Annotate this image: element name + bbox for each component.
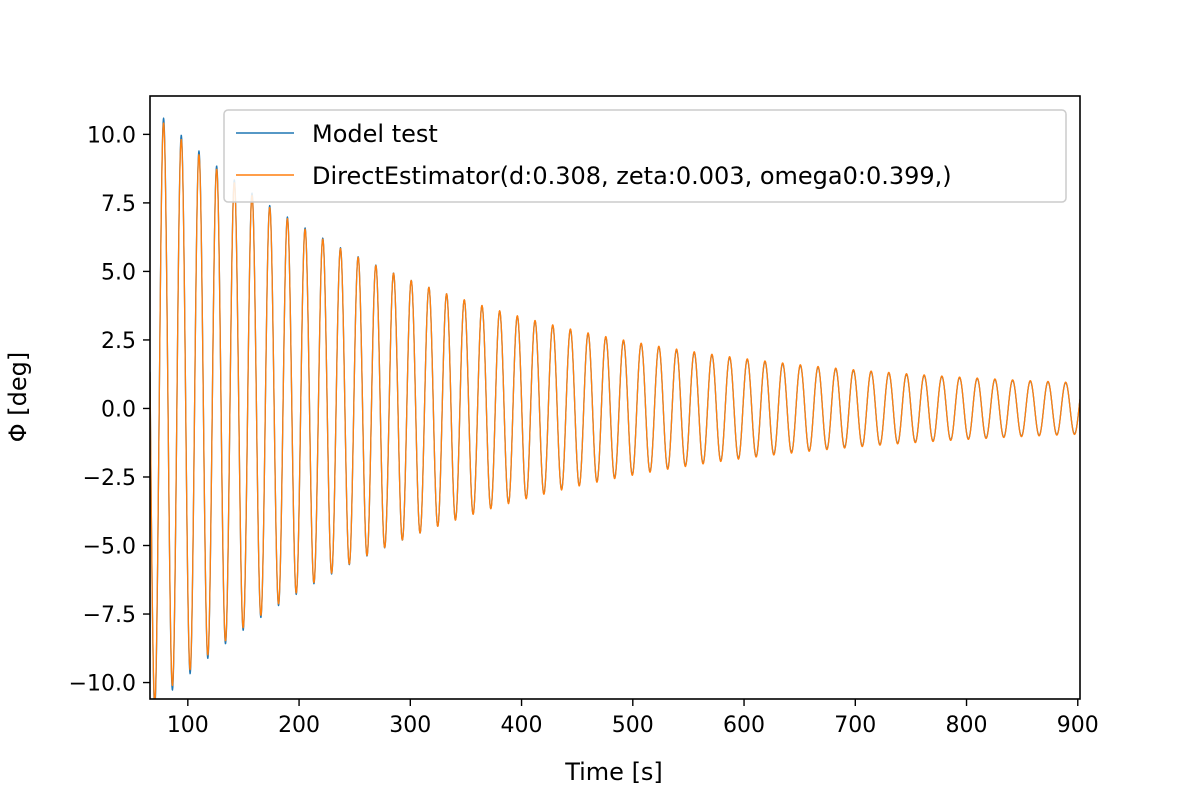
y-tick-label: 0.0 [101,397,136,422]
legend-label-direct-estimator: DirectEstimator(d:0.308, zeta:0.003, ome… [312,162,952,190]
y-tick-label: −10.0 [69,672,136,697]
y-tick-label: −5.0 [83,535,136,560]
y-tick-label: 10.0 [87,123,136,148]
x-tick-label: 800 [946,713,988,738]
series-line-direct-estimator [150,122,1080,699]
legend-label-model-test: Model test [312,120,438,148]
x-tick-label: 600 [723,713,765,738]
x-tick-label: 400 [501,713,543,738]
y-tick-label: 5.0 [101,260,136,285]
x-axis-label: Time [s] [564,758,663,786]
y-axis: −10.0 −7.5 −5.0 −2.5 0.0 2.5 5.0 7.5 10.0 [69,123,150,697]
y-tick-label: −7.5 [83,603,136,628]
x-tick-label: 900 [1057,713,1099,738]
x-tick-label: 700 [834,713,876,738]
x-tick-label: 300 [389,713,431,738]
y-tick-label: −2.5 [83,466,136,491]
y-axis-label: Φ [deg] [4,352,32,442]
series-layer [150,117,1080,699]
x-axis: 100 200 300 400 500 600 700 800 900 [167,699,1099,738]
legend: Model test DirectEstimator(d:0.308, zeta… [223,109,1067,203]
legend-box [223,109,1067,203]
x-tick-label: 200 [278,713,320,738]
x-tick-label: 100 [167,713,209,738]
y-tick-label: 2.5 [101,329,136,354]
x-tick-label: 500 [612,713,654,738]
y-tick-label: 7.5 [101,192,136,217]
plot-area-frame [149,95,1081,700]
